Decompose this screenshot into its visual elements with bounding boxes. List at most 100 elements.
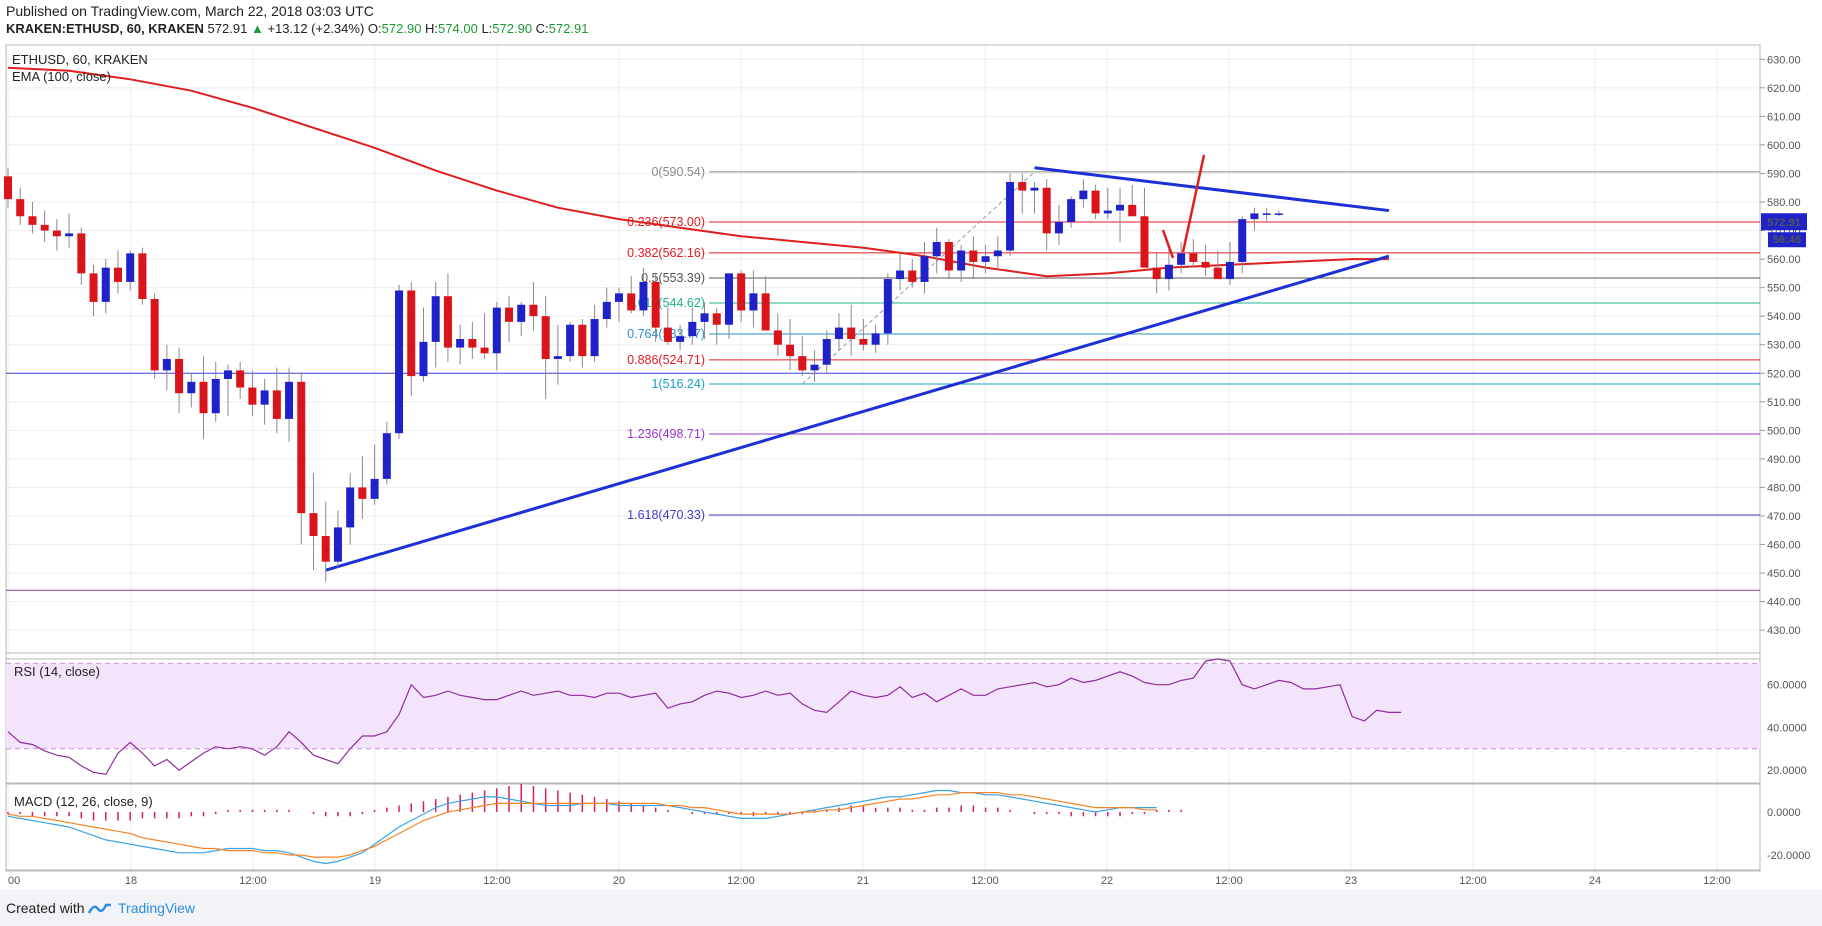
candle-body <box>1079 190 1088 200</box>
rsi-series: 60.0000 40.0000 20.0000 <box>6 658 1807 777</box>
candle-body <box>993 250 1002 257</box>
macd-series: 0.0000 -20.0000 <box>7 784 1810 865</box>
fib-level-label: 1.618(470.33) <box>627 508 705 522</box>
candle-body <box>761 293 770 331</box>
candle-body <box>4 176 12 200</box>
candle-body <box>724 273 733 325</box>
fib-level-label: 0.236(573.00) <box>627 215 705 229</box>
candle-body <box>676 336 685 342</box>
candle-body <box>1067 199 1076 222</box>
price-tick-label: 520.00 <box>1767 368 1801 380</box>
candle-body <box>529 304 538 317</box>
time-tick-label: 18 <box>125 875 137 887</box>
candle-body <box>480 347 489 354</box>
candle-body <box>1201 261 1210 268</box>
tradingview-link[interactable]: TradingView <box>118 900 196 916</box>
time-tick-label: 12:00 <box>727 875 755 887</box>
candle-body <box>1030 187 1039 191</box>
price-pane[interactable] <box>5 44 1761 654</box>
macd-pane[interactable] <box>5 783 1761 871</box>
current-price-label: 572.91 <box>1767 217 1801 229</box>
price-tick-label: 550.00 <box>1767 283 1801 295</box>
macd-tick-label: -20.0000 <box>1767 850 1810 862</box>
fib-level-label: 0.5(553.39) <box>641 271 705 285</box>
price-tick-label: 490.00 <box>1767 454 1801 466</box>
candle-body <box>309 513 318 536</box>
candle-body <box>89 273 98 302</box>
candle-body <box>16 199 25 217</box>
candle-body <box>749 293 758 311</box>
candle-body <box>566 324 575 357</box>
price-tick-label: 500.00 <box>1767 425 1801 437</box>
fib-level-label: 0.618(544.62) <box>627 296 705 310</box>
candle-body <box>187 381 196 394</box>
price-axis[interactable]: 430.00 440.00 450.00 460.00 470.00 480.00 490.… <box>8 54 1807 887</box>
candle-body <box>236 370 245 388</box>
rsi-tick-label: 60.0000 <box>1767 680 1807 692</box>
candle-body <box>285 381 294 419</box>
price-tick-label: 450.00 <box>1767 568 1801 580</box>
candle-body <box>1164 264 1173 280</box>
candle-body <box>1152 267 1161 280</box>
footer: Created with TradingView <box>0 890 1822 926</box>
candle-body <box>346 487 355 528</box>
candle-body <box>407 290 416 377</box>
candle-body <box>370 478 379 499</box>
candle-body <box>1091 190 1100 214</box>
price-tick-label: 620.00 <box>1767 83 1801 95</box>
low-label: L: <box>481 21 493 36</box>
created-with-text: Created with <box>6 900 85 916</box>
rsi-tick-label: 40.0000 <box>1767 722 1807 734</box>
candle-body <box>834 327 843 340</box>
candle-body <box>602 301 611 320</box>
candle-body <box>382 433 391 479</box>
time-tick-label: 12:00 <box>239 875 267 887</box>
candle-body <box>77 233 86 274</box>
candle-body <box>1128 204 1137 217</box>
candle-body <box>1103 210 1112 214</box>
candle-body <box>700 313 709 322</box>
candle-body <box>883 279 892 334</box>
open-value: 572.90 <box>381 21 422 36</box>
macd-signal-line <box>7 791 1157 858</box>
price-tick-label: 600.00 <box>1767 140 1801 152</box>
candle-body <box>150 299 159 371</box>
close-label: C: <box>535 21 549 36</box>
current-price-badge <box>1761 213 1807 231</box>
macd-tick-label: 0.0000 <box>1767 807 1801 819</box>
candle-body <box>908 270 917 282</box>
rsi-band <box>6 663 1760 749</box>
candle-body <box>1177 253 1186 265</box>
candle-body <box>431 296 440 342</box>
time-tick-label: 12:00 <box>1459 875 1487 887</box>
high-value: 574.00 <box>438 21 478 36</box>
candle-body <box>981 256 990 262</box>
candle-body <box>52 230 61 237</box>
candle-body <box>272 390 281 419</box>
fib-level-label: 0(590.54) <box>651 165 705 179</box>
up-arrow-icon: ▲ <box>250 21 264 36</box>
tradingview-logo-icon <box>88 903 111 914</box>
candle-body <box>468 339 477 348</box>
candle-body <box>162 358 171 371</box>
candle-body <box>1189 253 1198 262</box>
candle-body <box>1262 213 1271 215</box>
high-label: H: <box>425 21 439 36</box>
candle-body <box>443 296 452 348</box>
candle-body <box>1250 213 1259 220</box>
price-tick-label: 430.00 <box>1767 625 1801 637</box>
trading-chart[interactable]: 0(590.54) 0.236(573.00) 0.382(562.16) 0.5(5… <box>0 0 1822 890</box>
time-tick-label: 22 <box>1101 875 1113 887</box>
time-tick-label: 00 <box>8 875 20 887</box>
rsi-tick-label: 20.0000 <box>1767 765 1807 777</box>
candle-body <box>395 290 404 434</box>
price-tick-label: 440.00 <box>1767 597 1801 609</box>
candle-body <box>627 293 636 311</box>
price-tick-label: 510.00 <box>1767 397 1801 409</box>
candle-body <box>260 390 269 405</box>
time-tick-label: 12:00 <box>1215 875 1243 887</box>
price-tick-label: 470.00 <box>1767 511 1801 523</box>
price-tick-label: 580.00 <box>1767 197 1801 209</box>
countdown-badge <box>1768 232 1806 248</box>
candle-body <box>1274 213 1283 215</box>
